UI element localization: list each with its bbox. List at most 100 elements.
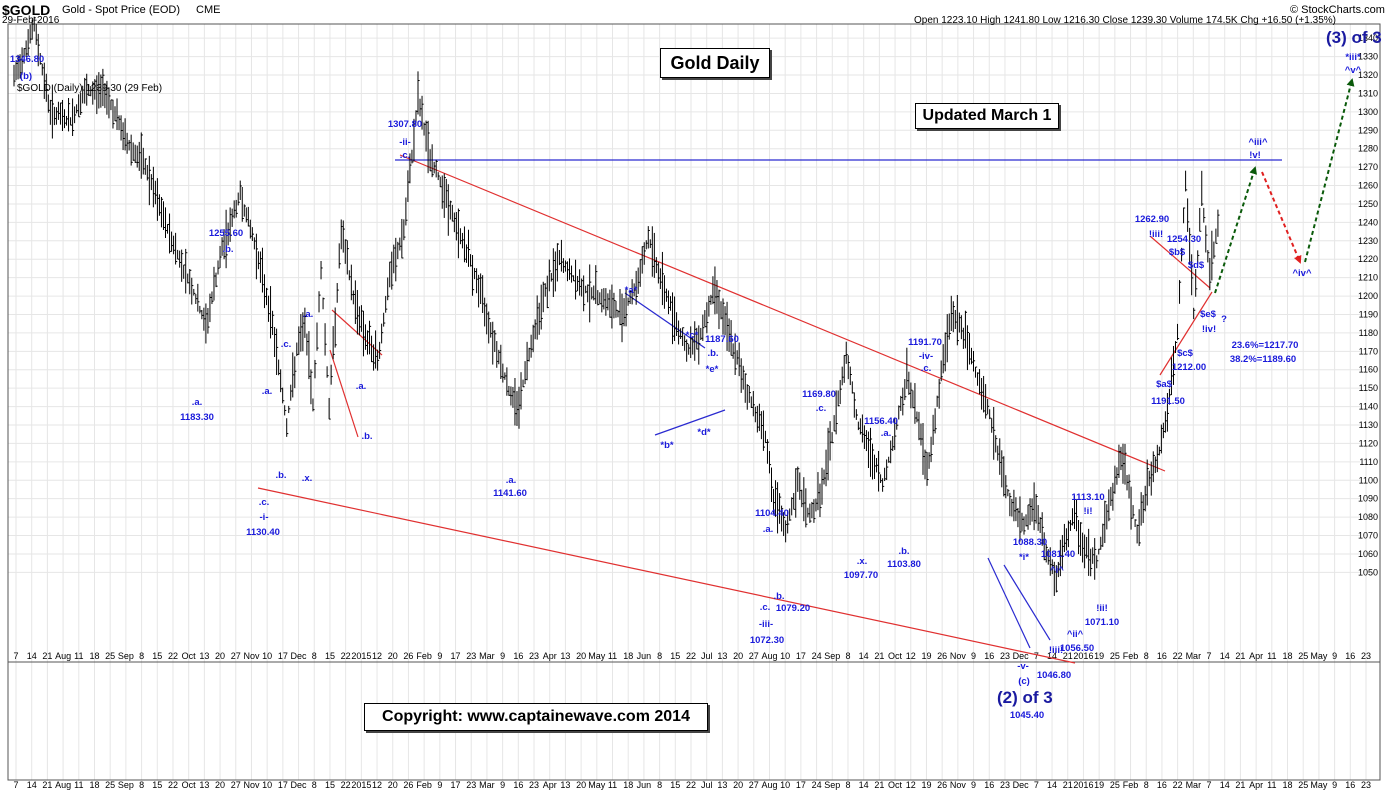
- x-tick-label: Aug: [761, 780, 777, 790]
- x-tick-label: 27: [231, 651, 241, 661]
- wave-label: 1187.60: [705, 334, 739, 345]
- x-tick-label: 12: [906, 651, 916, 661]
- x-tick-label: 9: [971, 651, 976, 661]
- x-tick-label: Jun: [637, 651, 652, 661]
- trendline: [1149, 235, 1211, 289]
- wave-label: 1097.70: [844, 570, 878, 581]
- x-tick-label: 21: [1235, 780, 1245, 790]
- wave-label: .a.: [262, 386, 273, 397]
- x-tick-label: 2015: [351, 780, 371, 790]
- x-tick-label: 14: [859, 780, 869, 790]
- x-tick-label: 13: [199, 651, 209, 661]
- copyright-box: Copyright: www.captainewave.com 2014: [364, 703, 708, 731]
- x-tick-label: 9: [971, 780, 976, 790]
- x-tick-label: May: [588, 780, 606, 790]
- x-tick-label: 14: [1047, 651, 1057, 661]
- wave-label: 1045.40: [1010, 710, 1044, 721]
- x-tick-label: 12: [372, 651, 382, 661]
- x-tick-label: 15: [670, 651, 680, 661]
- wave-label: *c*: [686, 330, 699, 341]
- x-tick-label: 23: [529, 651, 539, 661]
- y-tick-label: 1230: [1358, 236, 1378, 246]
- x-tick-label: 25: [105, 651, 115, 661]
- y-tick-label: 1250: [1358, 199, 1378, 209]
- x-tick-label: Apr: [1249, 780, 1263, 790]
- x-tick-label: 9: [437, 651, 442, 661]
- wave-label: 1079.20: [776, 603, 810, 614]
- x-tick-label: 23: [466, 651, 476, 661]
- wave-label: 1113.10: [1071, 492, 1104, 503]
- x-tick-label: Oct: [888, 780, 903, 790]
- wave-label: 1141.60: [493, 488, 527, 499]
- x-tick-label: May: [1310, 651, 1328, 661]
- x-tick-label: 25: [1110, 651, 1120, 661]
- symbol: $GOLD: [2, 2, 51, 18]
- x-tick-label: 16: [1157, 651, 1167, 661]
- x-tick-label: 25: [1298, 651, 1308, 661]
- x-tick-label: 15: [152, 651, 162, 661]
- wave-label: 1262.90: [1135, 214, 1169, 225]
- y-tick-label: 1150: [1359, 383, 1378, 393]
- wave-label: ^ii^: [1067, 629, 1084, 640]
- y-tick-label: 1130: [1359, 420, 1378, 430]
- x-tick-label: 22: [341, 780, 351, 790]
- x-tick-label: Dec: [1013, 780, 1030, 790]
- x-tick-label: 9: [500, 651, 505, 661]
- x-tick-label: Nov: [950, 651, 967, 661]
- trendline: [987, 557, 1031, 649]
- wave-label: 1104.40: [755, 508, 789, 519]
- x-tick-label: 18: [1283, 651, 1293, 661]
- y-tick-label: 1310: [1358, 88, 1378, 98]
- x-tick-label: Oct: [182, 780, 197, 790]
- x-tick-label: 7: [13, 780, 18, 790]
- wave-label: 38.2%=1189.60: [1230, 354, 1296, 365]
- y-tick-label: 1340: [1358, 33, 1378, 43]
- x-tick-label: 23: [1361, 651, 1371, 661]
- wave-label: $b$: [1169, 247, 1186, 258]
- x-tick-label: Sep: [824, 780, 840, 790]
- x-tick-label: 16: [984, 651, 994, 661]
- y-tick-label: 1160: [1359, 365, 1378, 375]
- wave-label: $d$: [1188, 260, 1205, 271]
- x-tick-label: 23: [466, 780, 476, 790]
- projection-up-1: [1214, 166, 1257, 294]
- wave-label: -iii-: [759, 619, 773, 630]
- x-tick-label: Dec: [1013, 651, 1030, 661]
- x-tick-label: Aug: [55, 780, 71, 790]
- x-tick-label: Aug: [761, 651, 777, 661]
- x-tick-label: Apr: [543, 651, 557, 661]
- y-tick-label: 1070: [1358, 531, 1378, 541]
- wave-label: !iv!: [1202, 324, 1216, 335]
- legend: $GOLD (Daily) 1239.30 (29 Feb): [17, 83, 163, 94]
- x-tick-label: 8: [845, 651, 850, 661]
- wave-label: (b): [20, 71, 32, 82]
- x-tick-label: Jun: [637, 780, 652, 790]
- x-tick-label: 22: [1173, 780, 1183, 790]
- y-tick-label: 1270: [1358, 162, 1378, 172]
- wave-label: .c.: [816, 403, 827, 414]
- wave-label: !iii!: [1149, 229, 1163, 240]
- x-tick-label: 19: [921, 780, 931, 790]
- wave-label: .c.: [400, 150, 411, 161]
- wave-label: 23.6%=1217.70: [1232, 340, 1299, 351]
- x-tick-label: 20: [733, 780, 743, 790]
- wave-label: 1255.60: [209, 228, 243, 239]
- x-tick-label: 27: [231, 780, 241, 790]
- x-tick-label: 11: [608, 651, 617, 661]
- wave-label: .c.: [921, 363, 932, 374]
- wave-label: .a.: [881, 428, 892, 439]
- x-tick-label: Sep: [824, 651, 840, 661]
- x-tick-label: 23: [1000, 780, 1010, 790]
- x-tick-label: 13: [560, 780, 570, 790]
- lower-panel-border: [7, 661, 1381, 781]
- x-tick-label: 11: [74, 651, 83, 661]
- x-tick-label: 22: [686, 780, 696, 790]
- y-tick-label: 1210: [1358, 273, 1378, 283]
- wave-label: 1307.80: [388, 119, 422, 130]
- x-tick-label: 16: [1345, 780, 1355, 790]
- wave-label: $e$: [1200, 309, 1217, 320]
- wave-label: !v!: [1249, 150, 1261, 161]
- exchange: CME: [196, 4, 221, 16]
- x-tick-label: 14: [27, 651, 37, 661]
- x-tick-label: 12: [372, 780, 382, 790]
